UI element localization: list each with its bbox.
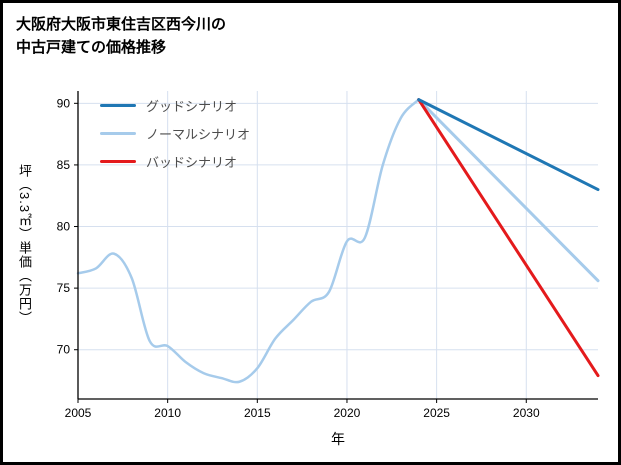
x-tick-label: 2030 [513, 406, 540, 420]
y-tick-label: 90 [57, 96, 71, 110]
x-tick-label: 2015 [244, 406, 271, 420]
legend-label: グッドシナリオ [146, 99, 238, 114]
y-tick-label: 70 [57, 343, 71, 357]
page-title-line2: 中古戸建ての価格推移 [16, 39, 167, 57]
legend-swatch-normal [100, 132, 136, 135]
x-tick-label: 2025 [423, 406, 450, 420]
legend-label: ノーマルシナリオ [146, 127, 251, 142]
line-chart: 2005 2010 2015 2020 2025 2030 70 75 80 85 90 [57, 91, 600, 420]
x-tick-label: 2010 [154, 406, 181, 420]
y-axis-label: 坪（3.3㎡）単価（万円） [17, 164, 32, 326]
page-title-line1: 大阪府大阪市東住吉区西今川の [16, 16, 227, 33]
series-line-good [417, 98, 600, 192]
x-tick-label: 2005 [65, 406, 92, 420]
legend-swatch-bad [100, 160, 136, 163]
y-tick-label: 75 [57, 281, 71, 295]
x-axis-label: 年 [331, 431, 345, 447]
legend-item: バッドシナリオ [100, 152, 250, 171]
legend: グッドシナリオ ノーマルシナリオ バッドシナリオ [100, 96, 250, 171]
legend-item: ノーマルシナリオ [100, 124, 250, 143]
x-tick-label: 2020 [334, 406, 361, 420]
y-tick-label: 85 [57, 158, 71, 172]
page-title: 大阪府大阪市東住吉区西今川の 中古戸建ての価格推移 [16, 13, 226, 60]
y-tick-label: 80 [57, 220, 71, 234]
series-line-normal [417, 98, 600, 283]
legend-label: バッドシナリオ [146, 155, 238, 170]
legend-swatch-good [100, 104, 136, 107]
legend-item: グッドシナリオ [100, 96, 250, 115]
series-line-bad [417, 98, 600, 378]
series-line-history [76, 98, 420, 384]
